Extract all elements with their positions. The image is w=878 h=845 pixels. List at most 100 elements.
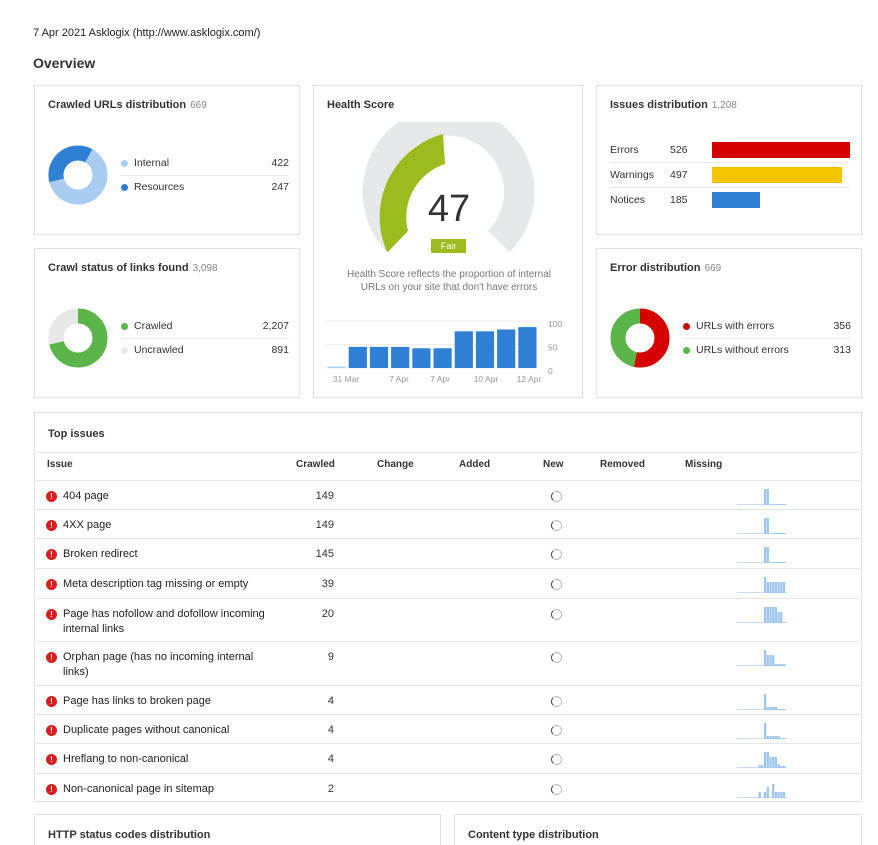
crawled-count[interactable]: 149 [315, 519, 334, 531]
issue-name[interactable]: Page has nofollow and dofollow incoming … [63, 608, 265, 635]
health-bar [475, 331, 495, 368]
table-row[interactable]: ! 404 page 149 [34, 480, 862, 509]
issue-cell[interactable]: ! 4XX page [46, 518, 276, 533]
error-icon: ! [46, 491, 57, 502]
legend-uncrawled-value: 891 [271, 344, 289, 356]
health-score-card: Health Score 47 Fair Health Score reflec… [313, 85, 583, 398]
error-distribution-title-text: Error distribution [610, 262, 701, 274]
dist-row-warnings: Warnings 497 [610, 164, 850, 186]
table-row[interactable]: ! Non-canonical page in sitemap 2 [34, 773, 862, 802]
crawled-urls-card: Crawled URLs distribution 669 Internal 42… [34, 85, 300, 235]
health-bar [497, 329, 516, 368]
sparkline-bar [777, 736, 780, 739]
table-row[interactable]: ! Orphan page (has no incoming internal l… [34, 641, 862, 685]
legend-crawled: Crawled 2,207 [121, 315, 289, 337]
table-row[interactable]: ! Page has links to broken page 4 [34, 685, 862, 714]
missing-trend-sparkline [737, 723, 787, 739]
legend-divider [683, 338, 851, 339]
dist-errors-bar [712, 142, 850, 158]
crawled-count[interactable]: 145 [315, 548, 334, 560]
crawled-count[interactable]: 4 [327, 695, 334, 707]
dist-notices-value: 185 [670, 194, 688, 206]
sparkline-bar [777, 792, 780, 798]
issue-name[interactable]: Duplicate pages without canonical [63, 724, 230, 736]
crawled-count[interactable]: 2 [327, 783, 334, 795]
issue-name[interactable]: 404 page [63, 490, 109, 502]
issue-name[interactable]: Orphan page (has no incoming internal li… [63, 651, 254, 678]
crawled-count[interactable]: 20 [321, 608, 334, 620]
col-new[interactable]: New [543, 459, 564, 470]
crawled-count[interactable]: 4 [327, 753, 334, 765]
legend-urls-without-errors-label: URLs without errors [696, 344, 789, 356]
y-tick-label: 0 [548, 366, 553, 376]
issue-name[interactable]: 4XX page [63, 519, 112, 531]
sparkline-bar [780, 766, 783, 768]
issue-cell[interactable]: ! Meta description tag missing or empty [46, 577, 276, 592]
col-issue[interactable]: Issue [47, 459, 73, 470]
dist-errors-value: 526 [670, 144, 688, 156]
crawled-count[interactable]: 39 [321, 578, 334, 590]
sparkline-bar [777, 612, 780, 623]
sparkline-bar [758, 792, 761, 798]
missing-trend-sparkline [737, 650, 787, 666]
issue-name[interactable]: Meta description tag missing or empty [63, 578, 249, 590]
http-status-title: HTTP status codes distribution [48, 829, 211, 841]
crawl-status-title-text: Crawl status of links found [48, 262, 189, 274]
issue-cell[interactable]: ! Page has links to broken page [46, 694, 276, 709]
crawled-urls-donut [48, 145, 108, 205]
sparkline-bar [782, 766, 786, 768]
x-tick-label: 10 Apr [474, 374, 499, 384]
sparkline-bar [780, 582, 783, 593]
table-row[interactable]: ! Meta description tag missing or empty 39 [34, 568, 862, 598]
crawled-count[interactable]: 4 [327, 724, 334, 736]
resources-dot-icon [121, 183, 128, 191]
sparkline-bar [774, 664, 777, 666]
loading-spinner-icon [551, 549, 562, 560]
sparkline-bar [777, 533, 780, 534]
table-row[interactable]: ! Duplicate pages without canonical 4 [34, 714, 862, 743]
col-missing[interactable]: Missing [685, 459, 723, 470]
table-row[interactable]: ! 4XX page 149 [34, 509, 862, 538]
sparkline-bar [777, 764, 780, 768]
issue-cell[interactable]: ! 404 page [46, 489, 276, 504]
issue-cell[interactable]: ! Broken redirect [46, 547, 276, 562]
error-icon: ! [46, 696, 57, 707]
legend-resources-value: 247 [271, 181, 289, 193]
sparkline-bar [772, 562, 775, 563]
col-added[interactable]: Added [459, 459, 491, 470]
health-bar [369, 346, 389, 368]
dist-notices-label: Notices [610, 194, 646, 206]
sparkline-bar [772, 582, 775, 593]
sparkline-bar [772, 655, 775, 666]
crawled-count[interactable]: 149 [315, 490, 334, 502]
sparkline-bar [772, 504, 775, 505]
health-bar [348, 346, 367, 368]
missing-trend-sparkline [737, 547, 787, 563]
issue-cell[interactable]: ! Page has nofollow and dofollow incoming… [46, 607, 276, 637]
issue-name[interactable]: Non-canonical page in sitemap [63, 783, 215, 795]
issue-name[interactable]: Page has links to broken page [63, 695, 211, 707]
issue-cell[interactable]: ! Hreflang to non-canonical [46, 752, 276, 767]
issue-cell[interactable]: ! Duplicate pages without canonical [46, 723, 276, 738]
loading-spinner-icon [551, 520, 562, 531]
issues-distribution-count: 1,208 [711, 100, 737, 111]
issue-cell[interactable]: ! Orphan page (has no incoming internal l… [46, 650, 276, 680]
issue-cell[interactable]: ! Non-canonical page in sitemap [46, 782, 276, 797]
col-removed[interactable]: Removed [600, 459, 646, 470]
sparkline-bar [766, 655, 769, 666]
issue-name[interactable]: Broken redirect [63, 548, 138, 560]
legend-internal: Internal 422 [121, 152, 289, 174]
col-change[interactable]: Change [377, 459, 414, 470]
crawled-count[interactable]: 9 [327, 651, 334, 663]
issue-name[interactable]: Hreflang to non-canonical [63, 753, 189, 765]
error-icon: ! [46, 549, 57, 560]
health-description-line1: Health Score reflects the proportion of … [347, 269, 551, 280]
table-row[interactable]: ! Hreflang to non-canonical 4 [34, 743, 862, 773]
col-crawled[interactable]: Crawled [296, 459, 335, 470]
sparkline-bar [769, 757, 772, 768]
health-bar [518, 327, 537, 368]
table-row[interactable]: ! Page has nofollow and dofollow incoming… [34, 598, 862, 641]
sparkline-bar [772, 757, 775, 768]
table-row[interactable]: ! Broken redirect 145 [34, 538, 862, 568]
crawled-urls-title-text: Crawled URLs distribution [48, 99, 187, 111]
